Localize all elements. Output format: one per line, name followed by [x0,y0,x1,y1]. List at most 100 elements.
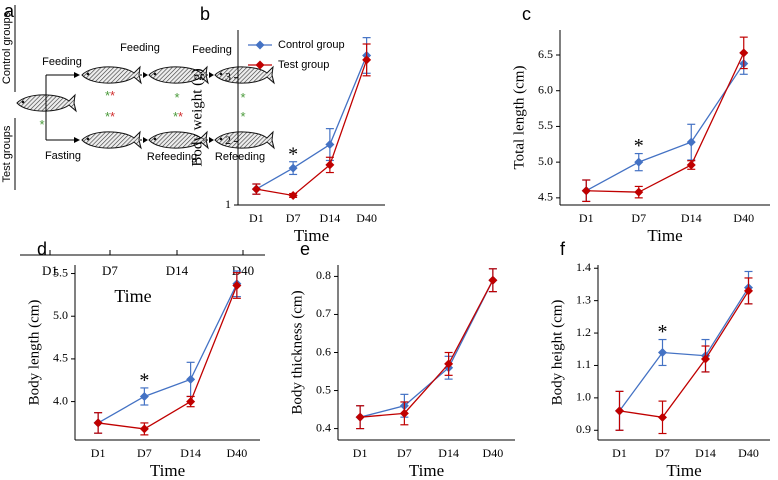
fish-eye [219,137,223,141]
significance-mark: * [39,117,44,132]
arrow-head [74,72,80,78]
fish-eye [86,137,90,141]
x-tick-label: D14 [320,211,341,225]
star: * [105,109,110,124]
x-tick-label: D14 [695,446,716,460]
x-tick-label: D40 [738,446,759,460]
y-tick-label: 0.9 [576,422,591,436]
marker [686,160,696,170]
star: * [240,109,245,124]
series-line [360,279,494,418]
stage-label: Feeding [120,42,160,54]
fish-eye [219,72,223,76]
legend-marker [255,40,265,50]
y-tick-label: 5.0 [53,308,68,322]
fish-eye [153,72,157,76]
y-axis-label: Body height (cm) [549,300,565,406]
y-tick-label: 6.5 [538,47,553,61]
series-line [256,55,368,190]
x-tick-label: D14 [180,446,201,460]
x-tick-label: D7 [102,263,118,278]
x-tick-label: D40 [356,211,377,225]
stage-label: Refeeding [215,151,265,163]
marker [355,412,365,422]
significance-mark: * [240,109,245,124]
legend-marker [255,60,265,70]
panel-label: b [200,4,210,24]
marker [399,408,409,418]
stage-label: Fasting [45,150,81,162]
y-tick-label: 5.5 [538,118,553,132]
star: * [39,117,44,132]
x-tick-label: D7 [137,446,152,460]
x-tick-label: D14 [438,446,459,460]
fish-body [214,130,275,150]
series-line [618,287,750,412]
x-tick-label: D7 [397,446,412,460]
fish-icon [214,65,275,85]
y-tick-label: 0.4 [316,420,331,434]
panel-label: c [522,4,531,24]
x-axis-label: Time [294,226,329,245]
y-tick-label: 0.5 [316,382,331,396]
x-tick-label: D7 [655,446,670,460]
star: * [173,109,178,124]
marker [288,163,298,173]
legend-label: Control group [278,39,345,51]
series-line [98,285,238,430]
fish-eye [21,100,25,104]
annotation: * [658,321,668,343]
x-axis-label: Time [150,461,185,480]
marker [686,137,696,147]
marker [139,391,149,401]
marker [488,275,498,285]
x-tick-label: D7 [286,211,301,225]
star: * [240,90,245,105]
marker [658,412,667,422]
star: * [110,88,115,103]
panel-label: a [4,1,15,21]
marker [701,354,710,364]
y-tick-label: 6.0 [538,82,553,96]
marker [325,140,335,150]
x-tick-label: D14 [166,263,189,278]
x-axis-label: Time [409,461,444,480]
x-axis-label: Time [666,461,701,480]
marker [139,424,149,434]
y-tick-label: 0.6 [316,344,331,358]
y-tick-label: 1.3 [576,292,591,306]
y-tick-label: 1.0 [576,390,591,404]
y-tick-label: 2 [225,133,231,147]
stage-label: Refeeding [147,151,197,163]
x-tick-label: D40 [733,211,754,225]
marker [232,280,242,290]
series-line [585,63,745,192]
annotation: * [288,143,298,165]
fish-body [81,65,142,85]
significance-mark: ** [173,109,183,124]
significance-mark: * [174,90,179,105]
marker [325,160,335,170]
y-tick-label: 4.5 [538,190,553,204]
fish-body [81,130,142,150]
fish-body [214,65,275,85]
fish-icon [81,65,142,85]
marker [634,157,644,167]
significance-mark: ** [105,88,115,103]
x-tick-label: D1 [91,446,106,460]
y-tick-label: 1.1 [576,357,591,371]
x-tick-label: D1 [353,446,368,460]
arrow-head [143,137,148,143]
x-tick-label: D1 [249,211,264,225]
annotation: * [139,370,149,392]
y-axis-label: Total length (cm) [511,66,527,170]
arrow-head [74,137,80,143]
marker [634,187,644,197]
y-tick-label: 1.2 [576,325,591,339]
series-line [586,52,745,193]
arrow-head [209,137,214,143]
y-tick-label: 5.0 [538,154,553,168]
x-tick-label: D1 [612,446,627,460]
x-axis-label: Time [114,286,151,306]
fish-eye [86,72,90,76]
